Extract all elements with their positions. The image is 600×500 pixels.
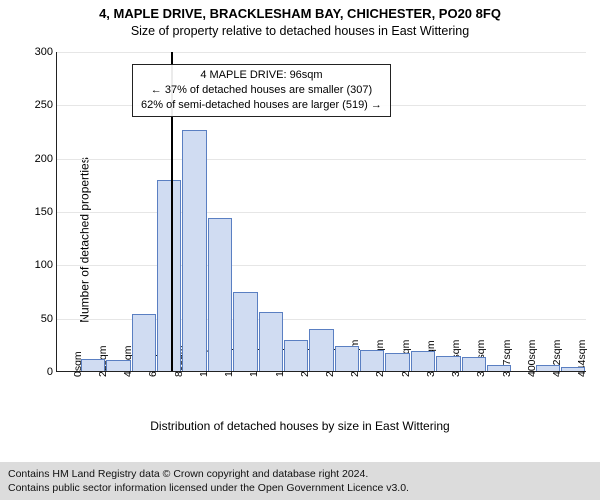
footer: Contains HM Land Registry data © Crown c… bbox=[0, 462, 600, 500]
annotation-line1: 4 MAPLE DRIVE: 96sqm bbox=[141, 68, 382, 83]
histogram-bar bbox=[335, 346, 359, 371]
histogram-bar bbox=[132, 314, 156, 371]
y-tick-label: 150 bbox=[35, 206, 57, 218]
annotation-line2: ← 37% of detached houses are smaller (30… bbox=[141, 83, 382, 98]
histogram-chart: Number of detached properties 4 MAPLE DR… bbox=[0, 42, 600, 437]
annotation-line3: 62% of semi-detached houses are larger (… bbox=[141, 98, 382, 113]
histogram-bar bbox=[106, 360, 130, 371]
x-axis-label: Distribution of detached houses by size … bbox=[0, 419, 600, 433]
histogram-bar bbox=[385, 353, 409, 371]
histogram-bar bbox=[462, 357, 486, 371]
histogram-bar bbox=[81, 359, 105, 371]
y-tick-label: 100 bbox=[35, 259, 57, 271]
title-sub: Size of property relative to detached ho… bbox=[0, 21, 600, 42]
histogram-bar bbox=[411, 351, 435, 371]
y-tick-label: 50 bbox=[41, 313, 57, 325]
histogram-bar bbox=[536, 365, 560, 371]
histogram-bar bbox=[284, 340, 308, 371]
histogram-bar bbox=[309, 329, 333, 371]
histogram-bar bbox=[208, 218, 232, 371]
plot-area: 4 MAPLE DRIVE: 96sqm ← 37% of detached h… bbox=[56, 52, 586, 372]
histogram-bar bbox=[233, 292, 257, 371]
histogram-bar bbox=[360, 350, 384, 371]
title-main: 4, MAPLE DRIVE, BRACKLESHAM BAY, CHICHES… bbox=[0, 0, 600, 21]
histogram-bar bbox=[436, 356, 460, 371]
y-tick-label: 200 bbox=[35, 153, 57, 165]
histogram-bar bbox=[259, 312, 283, 371]
histogram-bar bbox=[157, 180, 181, 371]
histogram-bar bbox=[487, 365, 511, 371]
histogram-bar bbox=[182, 130, 206, 371]
y-tick-label: 250 bbox=[35, 99, 57, 111]
histogram-bar bbox=[561, 367, 585, 371]
footer-line1: Contains HM Land Registry data © Crown c… bbox=[8, 467, 592, 481]
y-tick-label: 300 bbox=[35, 46, 57, 58]
footer-line2: Contains public sector information licen… bbox=[8, 481, 592, 495]
marker-annotation: 4 MAPLE DRIVE: 96sqm ← 37% of detached h… bbox=[132, 64, 391, 117]
